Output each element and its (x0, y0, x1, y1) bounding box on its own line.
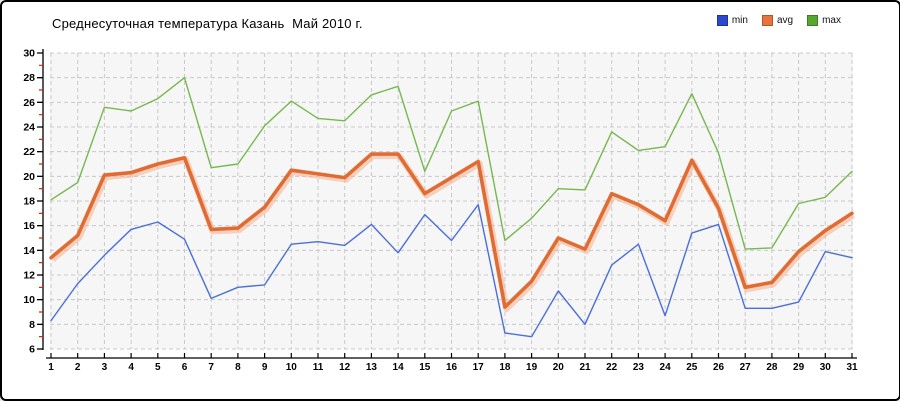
x-tick-label: 1 (48, 362, 54, 373)
x-tick-label: 18 (499, 362, 511, 373)
y-tick-label: 28 (23, 72, 35, 84)
x-tick-label: 11 (313, 362, 324, 373)
avg-series-swatch-icon (761, 15, 773, 26)
x-tick-label: 24 (660, 362, 672, 373)
x-tick-label: 4 (128, 362, 134, 373)
x-tick-label: 17 (473, 362, 485, 373)
max-series-line (50, 76, 853, 250)
y-axis: 6 8 10 12 14 16 18 20 22 24 26 28 30 (23, 48, 44, 356)
y-tick-label: 18 (23, 196, 35, 208)
min-series-line (50, 203, 853, 338)
x-tick-label: 23 (633, 362, 645, 373)
x-tick-label: 3 (102, 362, 108, 373)
y-tick-label: 14 (23, 245, 35, 257)
chart-title: Среднесуточная температура Казань Май 20… (52, 16, 363, 31)
x-tick-label: 7 (208, 362, 214, 373)
x-tick-label: 25 (686, 362, 698, 373)
legend-item-avg: avg (761, 15, 794, 26)
x-axis: 1 2 3 4 5 6 7 8 9 10 11 12 13 14 15 16 17 18 19 20 21 22 23 24 2… (46, 353, 858, 373)
legend-label-min: min (731, 15, 748, 26)
y-tick-label: 12 (23, 270, 35, 282)
y-tick-label: 8 (29, 319, 35, 331)
x-tick-label: 2 (75, 362, 81, 373)
x-tick-label: 20 (553, 362, 565, 373)
legend-item-max: max (807, 15, 841, 26)
y-tick-label: 22 (23, 146, 35, 158)
x-tick-label: 28 (766, 362, 778, 373)
x-tick-label: 26 (713, 362, 725, 373)
x-tick-label: 22 (606, 362, 618, 373)
y-tick-label: 26 (23, 97, 35, 109)
x-tick-label: 16 (446, 362, 458, 373)
x-tick-label: 8 (235, 362, 241, 373)
y-tick-label: 16 (23, 220, 35, 232)
legend-label-avg: avg (776, 15, 794, 26)
x-tick-label: 19 (526, 362, 538, 373)
y-tick-label: 6 (29, 344, 35, 356)
y-tick-label: 20 (23, 171, 35, 183)
x-tick-label: 13 (366, 362, 378, 373)
x-tick-label: 9 (262, 362, 268, 373)
x-tick-label: 5 (155, 362, 161, 373)
x-tick-label: 30 (820, 362, 832, 373)
x-tick-label: 27 (740, 362, 752, 373)
max-series-swatch-icon (807, 15, 819, 26)
x-tick-label: 21 (579, 362, 591, 373)
legend-label-max: max (822, 15, 841, 26)
avg-series-line (49, 152, 854, 309)
x-tick-label: 6 (182, 362, 188, 373)
x-tick-label: 29 (793, 362, 805, 373)
x-tick-label: 15 (419, 362, 431, 373)
legend: min avg max (716, 15, 841, 26)
x-tick-label: 10 (286, 362, 298, 373)
x-tick-label: 31 (846, 362, 858, 373)
legend-item-min: min (716, 15, 748, 26)
y-tick-label: 30 (23, 48, 35, 60)
y-tick-label: 10 (23, 294, 35, 306)
y-tick-label: 24 (23, 122, 35, 134)
x-tick-label: 14 (393, 362, 405, 373)
x-tick-label: 12 (339, 362, 351, 373)
min-series-swatch-icon (716, 15, 728, 26)
